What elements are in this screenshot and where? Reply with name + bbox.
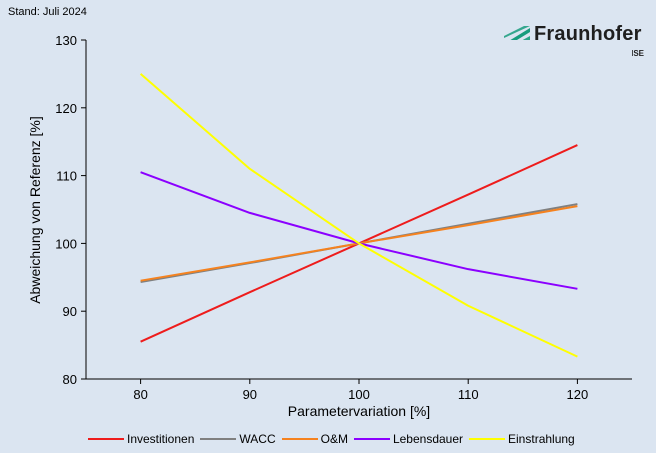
series-lines — [139, 73, 578, 358]
plot-area — [86, 40, 632, 379]
x-tick-label: 100 — [348, 387, 370, 402]
legend-swatch — [469, 438, 506, 440]
y-axis-label: Abweichung von Referenz [%] — [27, 116, 43, 304]
legend-label: WACC — [239, 432, 276, 446]
x-axis-label: Parametervariation [%] — [288, 403, 430, 419]
legend-swatch — [281, 438, 318, 440]
y-tick-label: 80 — [63, 372, 77, 387]
logo-stripe — [504, 26, 530, 42]
x-tick-label: 110 — [458, 387, 479, 402]
legend-item: Lebensdauer — [353, 432, 464, 446]
legend-swatch — [88, 438, 124, 440]
series-line-einstrahlung — [139, 73, 578, 358]
y-tick-label: 100 — [55, 236, 77, 251]
legend-label: Lebensdauer — [392, 432, 464, 446]
x-tick-label: 90 — [243, 387, 257, 402]
legend-item: Einstrahlung — [469, 432, 575, 446]
legend-item: Investitionen — [88, 432, 194, 446]
logo-name: Fraunhofer — [534, 23, 642, 45]
logo-sub: ISE — [631, 49, 644, 58]
legend-label: Investitionen — [127, 432, 195, 446]
legend-label: Einstrahlung — [508, 432, 575, 446]
y-tick-label: 90 — [63, 304, 77, 319]
legend-item: O&M — [281, 432, 348, 446]
legend-item: WACC — [200, 432, 276, 446]
y-tick-label: 130 — [55, 33, 77, 48]
legend-label: O&M — [320, 432, 348, 446]
x-tick-label: 120 — [567, 387, 589, 402]
axes: 80 90 100 110 120 130 80 90 100 110 120 — [55, 33, 632, 402]
y-tick-label: 120 — [55, 101, 77, 116]
legend: Investitionen WACC O&M Lebensdauer Einstrahl… — [88, 432, 575, 446]
legend-swatch — [353, 438, 390, 440]
y-tick-label: 110 — [56, 169, 77, 184]
x-tick-label: 80 — [133, 387, 147, 402]
date-stamp: Stand: Juli 2024 — [8, 6, 87, 18]
legend-swatch — [200, 438, 237, 440]
